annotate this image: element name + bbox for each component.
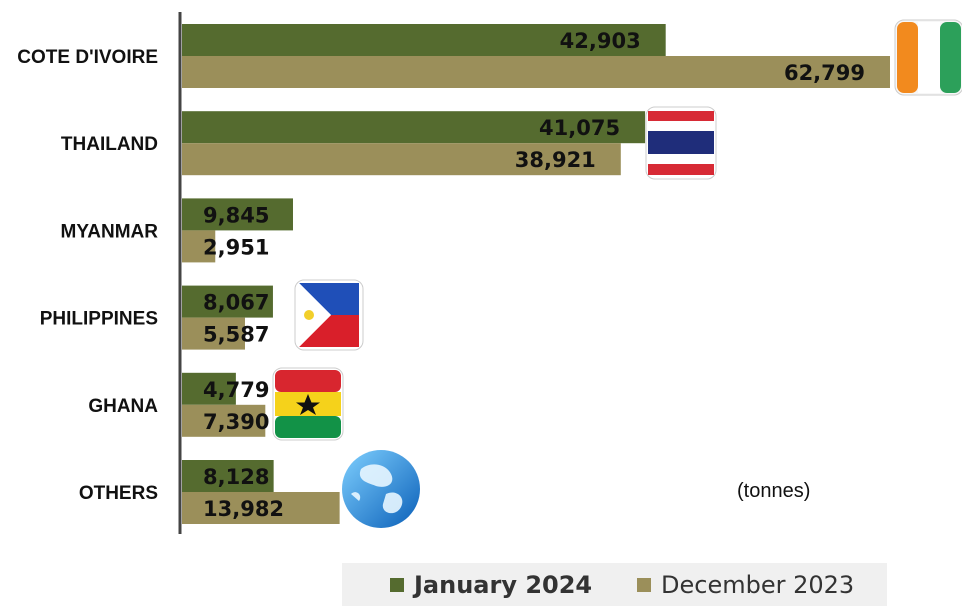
ghana-flag-icon xyxy=(272,367,344,441)
cote-divoire-flag-icon xyxy=(894,19,962,96)
bar xyxy=(182,24,666,56)
globe-icon xyxy=(342,450,420,528)
category-label: OTHERS xyxy=(79,483,158,504)
data-label: 8,128 xyxy=(203,465,269,489)
data-label: 13,982 xyxy=(203,497,284,521)
bar xyxy=(182,143,621,176)
unit-note: (tonnes) xyxy=(737,480,811,502)
data-label: 8,067 xyxy=(203,291,269,315)
thailand-flag-icon xyxy=(645,106,717,180)
legend: January 2024 December 2023 xyxy=(342,563,887,606)
bar xyxy=(182,492,340,524)
data-label: 9,845 xyxy=(203,203,269,227)
legend-label-dec-2023: December 2023 xyxy=(661,570,855,599)
data-label: 4,779 xyxy=(203,378,269,402)
data-label: 41,075 xyxy=(539,116,620,140)
category-label: COTE D'IVOIRE xyxy=(17,47,158,68)
legend-swatch-jan-2024 xyxy=(390,577,404,592)
legend-item-jan-2024: January 2024 xyxy=(390,563,592,606)
bar xyxy=(182,111,646,144)
data-label: 5,587 xyxy=(203,323,269,347)
bar xyxy=(182,56,890,88)
data-label: 42,903 xyxy=(560,29,641,53)
bar xyxy=(182,230,216,263)
category-label: THAILAND xyxy=(61,134,158,155)
category-label: PHILIPPINES xyxy=(40,309,158,330)
legend-label-jan-2024: January 2024 xyxy=(414,570,593,599)
bar xyxy=(182,404,266,437)
category-label: GHANA xyxy=(88,396,158,417)
bar xyxy=(182,460,274,492)
legend-item-dec-2023: December 2023 xyxy=(637,563,854,606)
bar xyxy=(182,198,293,231)
legend-swatch-dec-2023 xyxy=(637,577,651,592)
category-label: MYANMAR xyxy=(61,221,159,242)
data-label: 38,921 xyxy=(515,148,596,172)
data-label: 7,390 xyxy=(203,410,269,434)
bar xyxy=(182,317,245,350)
data-label: 62,799 xyxy=(784,61,865,85)
bar xyxy=(182,285,273,318)
bar xyxy=(182,372,236,405)
data-label: 2,951 xyxy=(203,235,269,259)
philippines-flag-icon xyxy=(294,279,364,351)
